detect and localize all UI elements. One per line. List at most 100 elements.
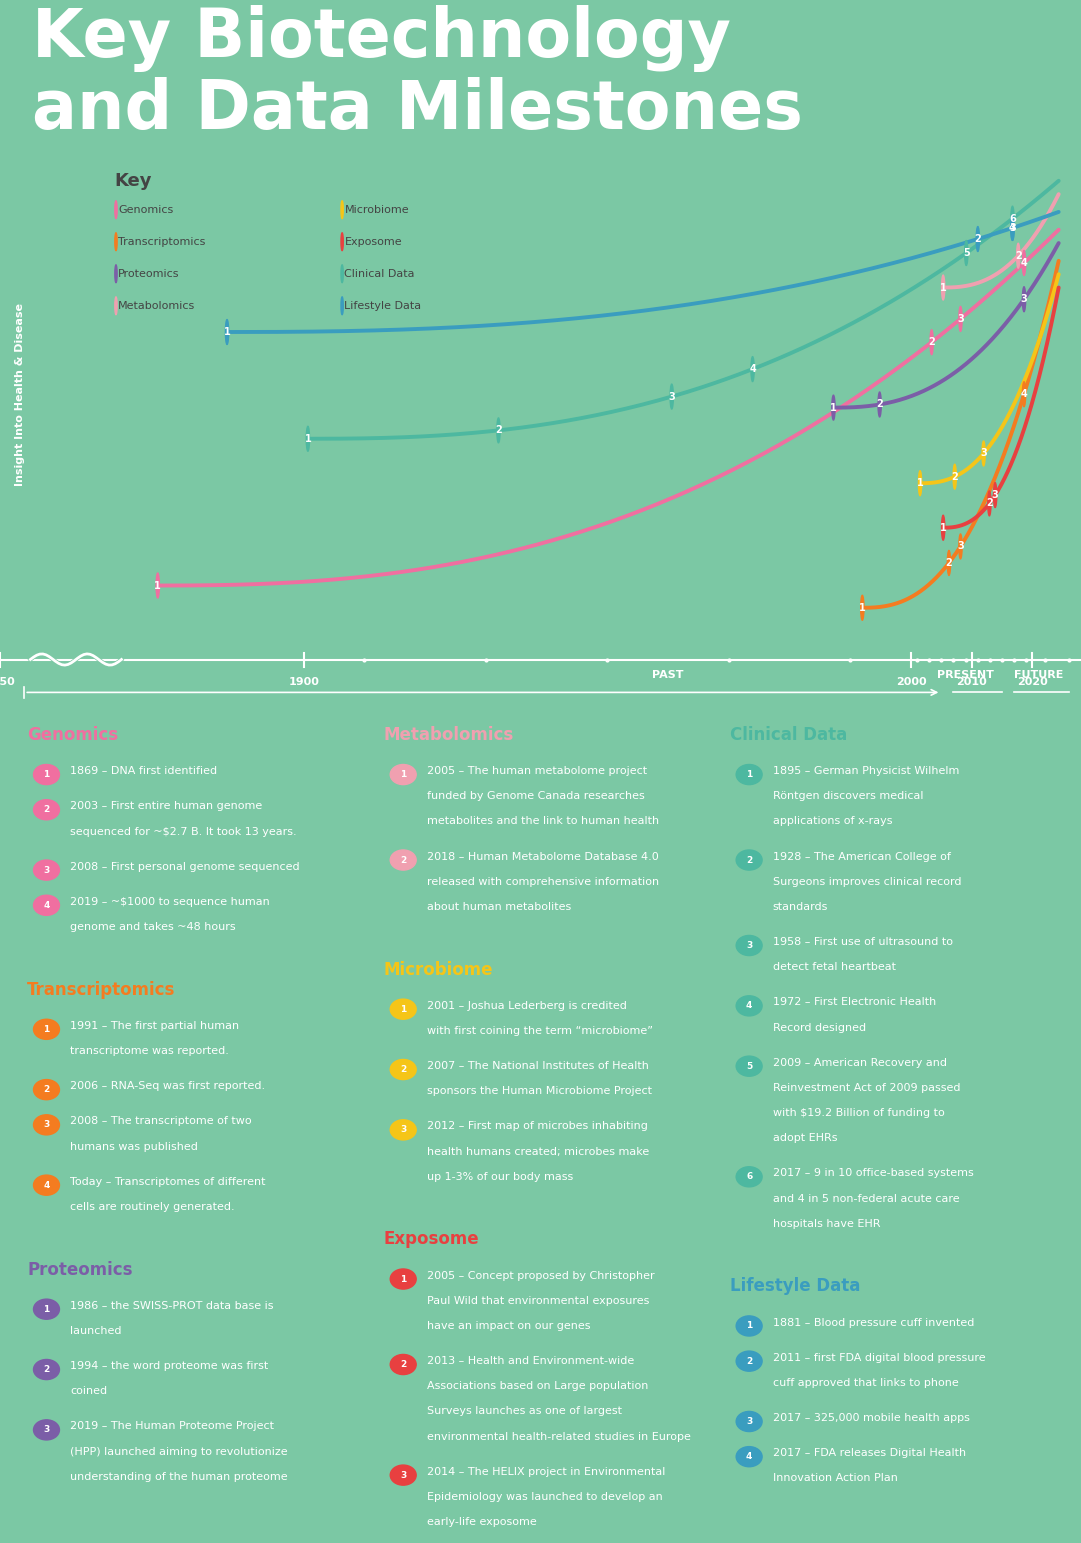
Text: 2017 – FDA releases Digital Health: 2017 – FDA releases Digital Health	[773, 1449, 966, 1458]
Text: 2005 – The human metabolome project: 2005 – The human metabolome project	[427, 767, 648, 776]
Text: Proteomics: Proteomics	[118, 268, 179, 279]
Text: 4: 4	[1020, 258, 1027, 268]
Circle shape	[34, 1114, 59, 1136]
Text: Proteomics: Proteomics	[27, 1261, 133, 1279]
Text: 2011 – first FDA digital blood pressure: 2011 – first FDA digital blood pressure	[773, 1353, 986, 1362]
Text: Record designed: Record designed	[773, 1023, 866, 1032]
Text: 2: 2	[929, 338, 935, 347]
Circle shape	[831, 395, 835, 420]
Text: 2: 2	[946, 559, 952, 568]
Circle shape	[341, 233, 344, 250]
Text: Associations based on Large population: Associations based on Large population	[427, 1381, 649, 1392]
Text: 1: 1	[939, 523, 947, 532]
Text: 3: 3	[668, 392, 676, 401]
Text: 1869 – DNA first identified: 1869 – DNA first identified	[70, 767, 217, 776]
Text: Transcriptomics: Transcriptomics	[27, 981, 175, 998]
Text: 1972 – First Electronic Health: 1972 – First Electronic Health	[773, 997, 936, 1008]
Text: transcriptome was reported.: transcriptome was reported.	[70, 1046, 229, 1055]
Text: 1881 – Blood pressure cuff invented: 1881 – Blood pressure cuff invented	[773, 1318, 974, 1327]
Text: humans was published: humans was published	[70, 1142, 198, 1151]
Circle shape	[736, 850, 762, 870]
Text: 1: 1	[830, 403, 837, 412]
Text: environmental health-related studies in Europe: environmental health-related studies in …	[427, 1432, 691, 1441]
Text: 2017 – 9 in 10 office-based systems: 2017 – 9 in 10 office-based systems	[773, 1168, 974, 1179]
Text: 2: 2	[495, 426, 502, 435]
Circle shape	[736, 1316, 762, 1336]
Text: 2019 – The Human Proteome Project: 2019 – The Human Proteome Project	[70, 1421, 275, 1432]
Text: 2009 – American Recovery and: 2009 – American Recovery and	[773, 1058, 947, 1068]
Text: 2: 2	[43, 1366, 50, 1373]
Circle shape	[964, 241, 967, 265]
Text: 1850: 1850	[0, 677, 15, 687]
Circle shape	[390, 1268, 416, 1288]
Text: 1: 1	[305, 434, 311, 444]
Text: detect fetal heartbeat: detect fetal heartbeat	[773, 963, 896, 972]
Circle shape	[860, 596, 864, 620]
Circle shape	[390, 1355, 416, 1375]
Text: 1958 – First use of ultrasound to: 1958 – First use of ultrasound to	[773, 937, 953, 947]
Text: Genomics: Genomics	[118, 205, 174, 214]
Text: standards: standards	[773, 903, 828, 912]
Text: and 4 in 5 non-federal acute care: and 4 in 5 non-federal acute care	[773, 1194, 960, 1204]
Circle shape	[736, 935, 762, 955]
Circle shape	[878, 392, 881, 417]
Text: 2001 – Joshua Lederberg is credited: 2001 – Joshua Lederberg is credited	[427, 1001, 627, 1011]
Text: 6: 6	[746, 1173, 752, 1182]
Text: 5: 5	[963, 248, 970, 258]
Text: 1: 1	[859, 603, 866, 613]
Text: 3: 3	[746, 1416, 752, 1426]
Text: Transcriptomics: Transcriptomics	[118, 236, 205, 247]
Text: 4: 4	[749, 364, 756, 373]
Text: 4: 4	[746, 1001, 752, 1011]
Text: 2: 2	[1015, 250, 1022, 261]
Circle shape	[34, 1299, 59, 1319]
Circle shape	[993, 483, 997, 508]
Circle shape	[341, 296, 344, 315]
Text: 3: 3	[746, 941, 752, 950]
Text: Metabolomics: Metabolomics	[384, 725, 513, 744]
Text: and Data Milestones: and Data Milestones	[32, 77, 803, 143]
Text: 2013 – Health and Environment-wide: 2013 – Health and Environment-wide	[427, 1356, 635, 1366]
Text: Lifestyle Data: Lifestyle Data	[345, 301, 422, 310]
Text: cuff approved that links to phone: cuff approved that links to phone	[773, 1378, 959, 1387]
Text: 1: 1	[917, 478, 923, 488]
Text: Lifestyle Data: Lifestyle Data	[730, 1278, 860, 1296]
Circle shape	[390, 1464, 416, 1486]
Text: 2010: 2010	[957, 677, 987, 687]
Text: launched: launched	[70, 1325, 122, 1336]
Text: 3: 3	[43, 1426, 50, 1435]
Circle shape	[976, 227, 979, 252]
Text: 1: 1	[224, 327, 230, 336]
Text: 2008 – First personal genome sequenced: 2008 – First personal genome sequenced	[70, 861, 299, 872]
Text: 2: 2	[400, 1065, 406, 1074]
Circle shape	[34, 859, 59, 880]
Text: 1: 1	[400, 1275, 406, 1284]
Text: sequenced for ~$2.7 B. It took 13 years.: sequenced for ~$2.7 B. It took 13 years.	[70, 827, 297, 836]
Circle shape	[751, 356, 755, 381]
Text: have an impact on our genes: have an impact on our genes	[427, 1321, 590, 1332]
Text: 2: 2	[43, 805, 50, 815]
Text: about human metabolites: about human metabolites	[427, 903, 571, 912]
Text: 2000: 2000	[896, 677, 926, 687]
Circle shape	[226, 319, 229, 344]
Text: 2: 2	[974, 235, 982, 244]
Circle shape	[156, 572, 159, 599]
Text: 3: 3	[980, 449, 987, 458]
Text: 1991 – The first partial human: 1991 – The first partial human	[70, 1021, 239, 1031]
Circle shape	[115, 265, 117, 282]
Text: 1928 – The American College of: 1928 – The American College of	[773, 852, 951, 861]
Text: Today – Transcriptomes of different: Today – Transcriptomes of different	[70, 1177, 266, 1187]
Text: 5: 5	[746, 1062, 752, 1071]
Text: 2: 2	[400, 855, 406, 864]
Circle shape	[34, 1020, 59, 1040]
Text: 3: 3	[43, 866, 50, 875]
Text: Paul Wild that environmental exposures: Paul Wild that environmental exposures	[427, 1296, 650, 1305]
Text: with $19.2 Billion of funding to: with $19.2 Billion of funding to	[773, 1108, 945, 1119]
Text: health humans created; microbes make: health humans created; microbes make	[427, 1146, 650, 1157]
Circle shape	[497, 418, 501, 443]
Circle shape	[1016, 244, 1019, 268]
Text: 2017 – 325,000 mobile health apps: 2017 – 325,000 mobile health apps	[773, 1413, 970, 1423]
Text: understanding of the human proteome: understanding of the human proteome	[70, 1472, 288, 1481]
Circle shape	[34, 1420, 59, 1440]
Text: 1: 1	[746, 770, 752, 779]
